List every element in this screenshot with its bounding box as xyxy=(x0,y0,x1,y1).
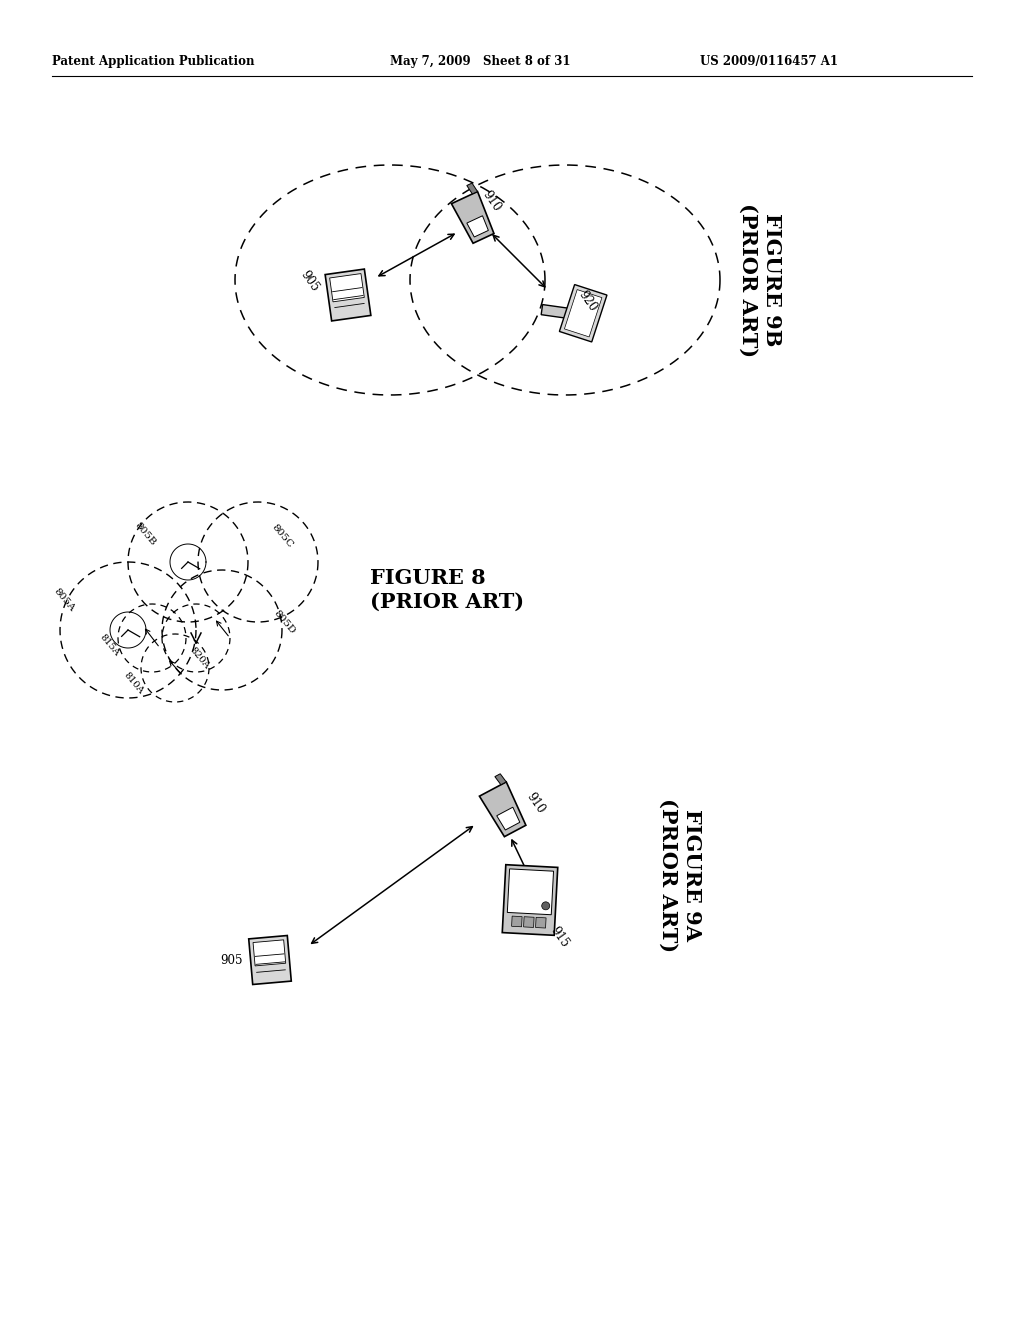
Polygon shape xyxy=(495,774,506,785)
Text: 905: 905 xyxy=(220,953,243,966)
Text: FIGURE 9A
(PRIOR ART): FIGURE 9A (PRIOR ART) xyxy=(658,797,701,952)
Text: 815A: 815A xyxy=(98,632,121,657)
Text: 805A: 805A xyxy=(52,586,77,614)
Text: Patent Application Publication: Patent Application Publication xyxy=(52,55,255,69)
Text: 910: 910 xyxy=(480,187,504,214)
Polygon shape xyxy=(497,808,520,830)
Polygon shape xyxy=(249,936,291,985)
Text: 820A: 820A xyxy=(188,645,211,671)
Polygon shape xyxy=(253,940,286,966)
Text: 805D: 805D xyxy=(272,609,297,636)
Text: FIGURE 9B
(PRIOR ART): FIGURE 9B (PRIOR ART) xyxy=(738,203,781,358)
Polygon shape xyxy=(502,865,558,936)
Polygon shape xyxy=(326,269,371,321)
Polygon shape xyxy=(507,869,554,915)
Polygon shape xyxy=(467,183,477,194)
Polygon shape xyxy=(512,916,522,927)
Text: 905: 905 xyxy=(298,268,322,294)
Polygon shape xyxy=(523,916,535,928)
Polygon shape xyxy=(467,215,488,238)
Text: 915: 915 xyxy=(548,924,571,950)
Polygon shape xyxy=(564,289,602,337)
Text: US 2009/0116457 A1: US 2009/0116457 A1 xyxy=(700,55,838,69)
Text: May 7, 2009   Sheet 8 of 31: May 7, 2009 Sheet 8 of 31 xyxy=(390,55,570,69)
Polygon shape xyxy=(479,781,526,837)
Text: FIGURE 8
(PRIOR ART): FIGURE 8 (PRIOR ART) xyxy=(370,569,524,611)
Circle shape xyxy=(542,902,550,909)
Text: 805B: 805B xyxy=(133,520,158,548)
Polygon shape xyxy=(330,273,365,302)
Polygon shape xyxy=(559,285,607,342)
Polygon shape xyxy=(536,917,546,928)
Text: 910: 910 xyxy=(524,789,548,816)
Polygon shape xyxy=(452,191,494,243)
Polygon shape xyxy=(541,305,592,322)
Text: 920: 920 xyxy=(575,288,599,314)
Text: 810A: 810A xyxy=(122,671,145,696)
Text: 805C: 805C xyxy=(270,523,295,549)
